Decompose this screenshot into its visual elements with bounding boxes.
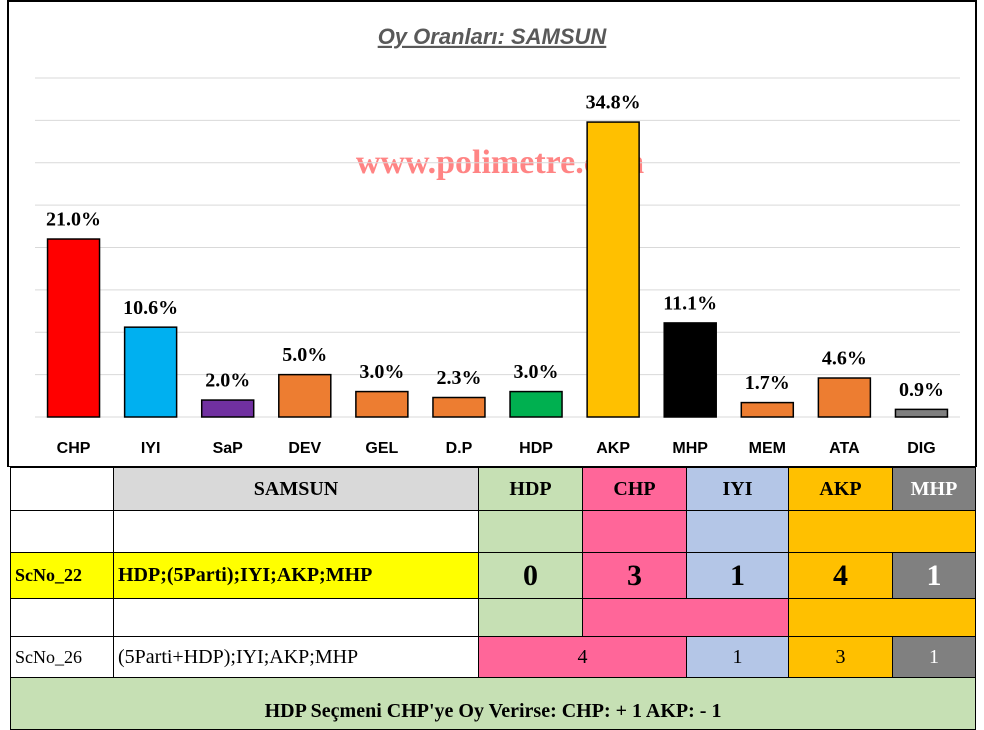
x-tick-label: CHP [57, 440, 91, 457]
seat-cell: 1 [892, 552, 976, 599]
seat-cell: 3 [788, 636, 893, 678]
scenario-name: (5Parti+HDP);IYI;AKP;MHP [113, 636, 479, 678]
header-cell: IYI [686, 467, 789, 511]
value-label: 4.6% [822, 348, 867, 370]
bar [740, 401, 795, 418]
x-tick-label: MEM [749, 440, 786, 457]
x-tick-label: HDP [519, 440, 553, 457]
bar [894, 408, 949, 418]
value-label: 34.8% [586, 92, 641, 114]
cell [582, 598, 789, 637]
chart-title: Oy Oranları: SAMSUN [378, 24, 608, 49]
seat-cell: 0 [478, 552, 583, 599]
seat-cell: 1 [686, 552, 789, 599]
x-tick-label: DEV [288, 440, 321, 457]
value-label: 11.1% [663, 293, 717, 315]
bar [509, 390, 563, 418]
value-label: 3.0% [359, 361, 404, 383]
x-tick-label: MHP [672, 440, 708, 457]
value-label: 10.6% [123, 297, 178, 319]
seat-table: SAMSUN HDP CHP IYI AKP MHP ScNo_22 HDP;(… [10, 467, 976, 730]
cell [788, 510, 976, 553]
header-cell: MHP [892, 467, 976, 511]
bar [663, 322, 717, 418]
x-tick-label: IYI [141, 440, 161, 457]
bar [278, 373, 332, 418]
footer-note: HDP Seçmeni CHP'ye Oy Verirse: CHP: + 1 … [10, 677, 976, 730]
value-label: 21.0% [46, 209, 101, 231]
x-tick-label: ATA [829, 440, 860, 457]
bar [817, 377, 872, 418]
header-cell: AKP [788, 467, 893, 511]
seat-cell: 1 [892, 636, 976, 678]
cell [686, 510, 789, 553]
scenario-id: ScNo_22 [10, 552, 114, 599]
header-cell: HDP [478, 467, 583, 511]
cell [10, 598, 114, 637]
x-tick-label: DIG [907, 440, 935, 457]
cell [788, 598, 976, 637]
value-label: 3.0% [514, 361, 559, 383]
x-tick-label: SaP [213, 440, 244, 457]
seat-cell: 4 [788, 552, 893, 599]
value-label: 2.0% [205, 370, 250, 392]
x-tick-label: AKP [596, 440, 630, 457]
bar [355, 390, 409, 418]
header-cell: SAMSUN [113, 467, 479, 511]
cell [10, 510, 114, 553]
value-label: 0.9% [899, 379, 944, 401]
cell [478, 510, 583, 553]
cell [113, 510, 479, 553]
seat-cell: 1 [686, 636, 789, 678]
x-tick-label: GEL [365, 440, 398, 457]
bar [123, 326, 178, 418]
seat-cell: 4 [478, 636, 687, 678]
bar [46, 238, 101, 418]
scenario-id: ScNo_26 [10, 636, 114, 678]
x-tick-label: D.P [446, 440, 473, 457]
bar [200, 399, 255, 418]
value-label: 5.0% [282, 344, 327, 366]
cell [582, 510, 687, 553]
scenario-name: HDP;(5Parti);IYI;AKP;MHP [113, 552, 479, 599]
value-label: 2.3% [436, 367, 481, 389]
seat-cell: 3 [582, 552, 687, 599]
bar [586, 121, 640, 418]
value-label: 1.7% [745, 372, 790, 394]
cell [478, 598, 583, 637]
bar [432, 396, 486, 418]
cell [113, 598, 479, 637]
chart: Oy Oranları: SAMSUN www.polimetre.com 21… [7, 0, 977, 467]
header-cell: CHP [582, 467, 687, 511]
cell [10, 467, 114, 511]
